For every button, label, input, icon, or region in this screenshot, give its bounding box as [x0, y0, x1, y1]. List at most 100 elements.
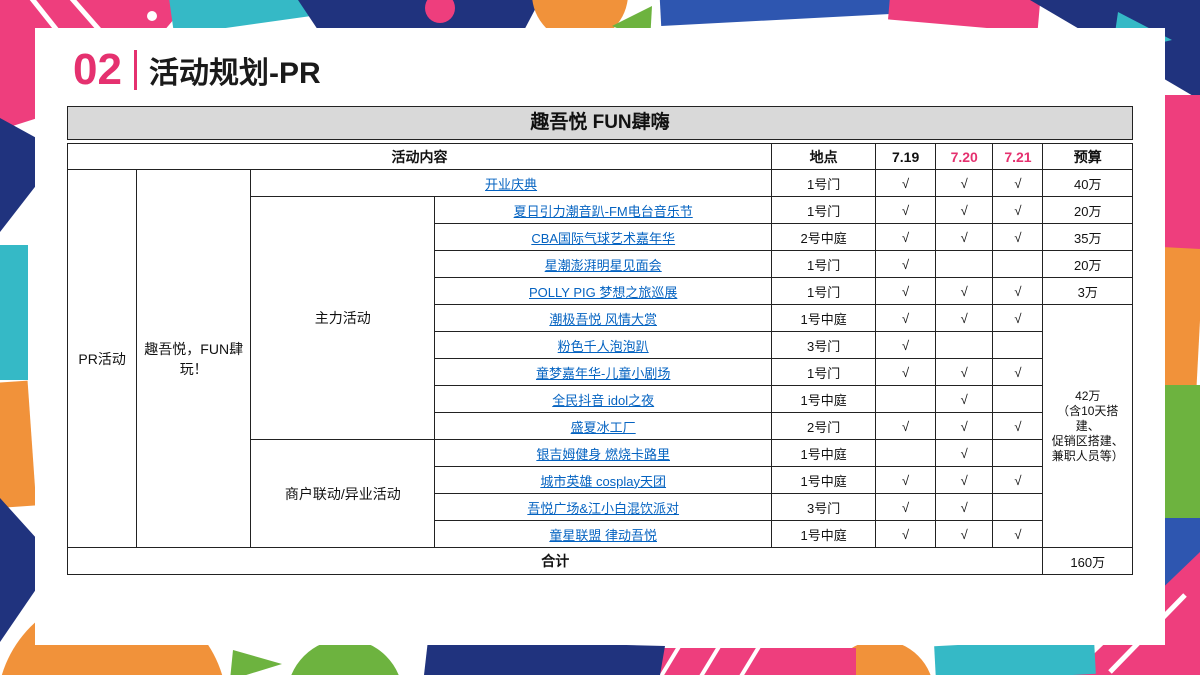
check-720-cell: √ — [934, 439, 994, 467]
table-row: PR活动 趣吾悦，FUN肆玩！ 开业庆典 1号门 √ √ √ 40万 — [66, 169, 1133, 548]
activity-cell: 星潮澎湃明星见面会 — [434, 250, 772, 278]
activity-cell: 全民抖音 idol之夜 — [434, 385, 772, 413]
total-label-cell: 合计 — [66, 547, 1044, 575]
activity-link[interactable]: 盛夏冰工厂 — [570, 419, 636, 435]
page-title: 活动规划-PR — [148, 57, 321, 90]
activity-cell: 盛夏冰工厂 — [434, 412, 772, 440]
planning-table-section: 趣吾悦 FUN肆嗨 活动内容 地点 7.19 7.20 7.21 预算 PR活动 — [66, 106, 1133, 575]
table-row: 吾悦广场&江小白混饮派对 3号门 √ √ — [68, 493, 1133, 521]
check-721-cell: √ — [992, 358, 1044, 386]
check-721-cell — [992, 493, 1044, 521]
location-cell: 1号中庭 — [770, 385, 877, 413]
pr-group-cell: PR活动 — [66, 169, 138, 548]
check-720-cell: √ — [934, 466, 994, 494]
check-719-cell: √ — [875, 277, 936, 305]
budget-cell: 40万 — [1042, 169, 1133, 197]
check-720-cell: √ — [934, 358, 994, 386]
check-720-cell — [934, 331, 994, 359]
check-721-cell: √ — [992, 304, 1044, 332]
header-location: 地点 — [770, 143, 877, 170]
check-720-cell: √ — [934, 412, 994, 440]
activity-link[interactable]: 开业庆典 — [485, 176, 538, 192]
check-720-cell: √ — [934, 520, 994, 548]
planning-table: 活动内容 地点 7.19 7.20 7.21 预算 PR活动 趣吾悦，FUN肆玩… — [66, 143, 1133, 575]
header-day-3: 7.21 — [992, 143, 1044, 170]
table-row: 盛夏冰工厂 2号门 √ √ √ — [68, 412, 1133, 440]
activity-cell: 童星联盟 律动吾悦 — [434, 520, 772, 548]
activity-link[interactable]: CBA国际气球艺术嘉年华 — [531, 230, 676, 246]
location-cell: 1号门 — [770, 277, 877, 305]
activity-link[interactable]: 星潮澎湃明星见面会 — [544, 257, 662, 273]
activity-link[interactable]: 吾悦广场&江小白混饮派对 — [527, 500, 680, 516]
location-cell: 1号中庭 — [770, 304, 877, 332]
check-721-cell: √ — [992, 223, 1044, 251]
location-cell: 1号中庭 — [770, 439, 877, 467]
check-719-cell: √ — [875, 331, 936, 359]
activity-cell: 城市英雄 cosplay天团 — [434, 466, 772, 494]
check-720-cell: √ — [934, 223, 994, 251]
activity-cell: POLLY PIG 梦想之旅巡展 — [434, 277, 772, 305]
check-720-cell — [934, 250, 994, 278]
merged-budget-cell: 42万 （含10天搭建、 促销区搭建、 兼职人员等） — [1042, 304, 1133, 548]
activity-link[interactable]: 银吉姆健身 燃烧卡路里 — [536, 446, 670, 462]
check-720-cell: √ — [934, 196, 994, 224]
check-719-cell: √ — [875, 304, 936, 332]
check-720-cell: √ — [934, 385, 994, 413]
location-cell: 2号门 — [770, 412, 877, 440]
total-value-cell: 160万 — [1042, 547, 1133, 575]
header-content: 活动内容 — [67, 143, 772, 170]
table-row: 商户联动/异业活动 银吉姆健身 燃烧卡路里 1号中庭 √ — [68, 439, 1133, 548]
check-720-cell: √ — [934, 169, 994, 197]
category-main-cell: 主力活动 — [250, 196, 436, 440]
check-719-cell: √ — [875, 520, 936, 548]
check-719-cell — [875, 385, 936, 413]
check-721-cell: √ — [992, 412, 1044, 440]
table-row: 潮极吾悦 风情大赏 1号中庭 √ √ √ 42万 （含10天搭建、 促销区搭建、… — [68, 304, 1133, 548]
activity-cell: 开业庆典 — [250, 169, 772, 197]
activity-link[interactable]: 夏日引力潮音趴-FM电台音乐节 — [513, 203, 693, 219]
check-721-cell: √ — [992, 169, 1044, 197]
check-719-cell: √ — [875, 466, 936, 494]
location-cell: 1号门 — [770, 358, 877, 386]
activity-cell: 银吉姆健身 燃烧卡路里 — [434, 439, 772, 467]
activity-link[interactable]: 潮极吾悦 风情大赏 — [549, 311, 657, 327]
location-cell: 1号门 — [770, 196, 877, 224]
table-row: 城市英雄 cosplay天团 1号中庭 √ √ √ — [68, 466, 1133, 494]
activity-link[interactable]: 城市英雄 cosplay天团 — [540, 473, 667, 489]
location-cell: 3号门 — [770, 493, 877, 521]
header-day-2: 7.20 — [934, 143, 994, 170]
activity-link[interactable]: 童梦嘉年华-儿童小剧场 — [536, 365, 671, 381]
check-719-cell: √ — [875, 412, 936, 440]
budget-cell: 20万 — [1042, 196, 1133, 224]
slide-content-panel: 02 活动规划-PR 趣吾悦 FUN肆嗨 活动内容 地点 7.19 7.20 7… — [35, 28, 1165, 645]
check-721-cell — [992, 439, 1044, 467]
location-cell: 1号中庭 — [770, 466, 877, 494]
activity-cell: 童梦嘉年华-儿童小剧场 — [434, 358, 772, 386]
budget-cell: 35万 — [1042, 223, 1133, 251]
activity-link[interactable]: 全民抖音 idol之夜 — [552, 392, 655, 408]
activity-link[interactable]: POLLY PIG 梦想之旅巡展 — [529, 284, 678, 300]
check-719-cell: √ — [875, 493, 936, 521]
table-row: POLLY PIG 梦想之旅巡展 1号门 √ √ √ 3万 — [68, 277, 1133, 305]
activity-cell: 粉色千人泡泡趴 — [434, 331, 772, 359]
total-row: 合计 160万 — [66, 547, 1133, 575]
activity-link[interactable]: 粉色千人泡泡趴 — [557, 338, 649, 354]
budget-cell: 20万 — [1042, 250, 1133, 278]
check-720-cell: √ — [934, 277, 994, 305]
check-721-cell — [992, 385, 1044, 413]
slide-header: 02 活动规划-PR — [73, 48, 1135, 92]
check-719-cell — [875, 439, 936, 467]
location-cell: 2号中庭 — [770, 223, 877, 251]
table-header-row: 活动内容 地点 7.19 7.20 7.21 预算 — [67, 143, 1133, 170]
location-cell: 1号门 — [770, 250, 877, 278]
check-719-cell: √ — [875, 196, 936, 224]
check-721-cell — [992, 250, 1044, 278]
category-merchant-cell: 商户联动/异业活动 — [250, 439, 436, 548]
check-721-cell: √ — [992, 196, 1044, 224]
check-719-cell: √ — [875, 223, 936, 251]
check-721-cell — [992, 331, 1044, 359]
activity-cell: CBA国际气球艺术嘉年华 — [434, 223, 772, 251]
header-day-1: 7.19 — [875, 143, 936, 170]
activity-link[interactable]: 童星联盟 律动吾悦 — [549, 527, 657, 543]
activity-cell: 夏日引力潮音趴-FM电台音乐节 — [434, 196, 772, 224]
